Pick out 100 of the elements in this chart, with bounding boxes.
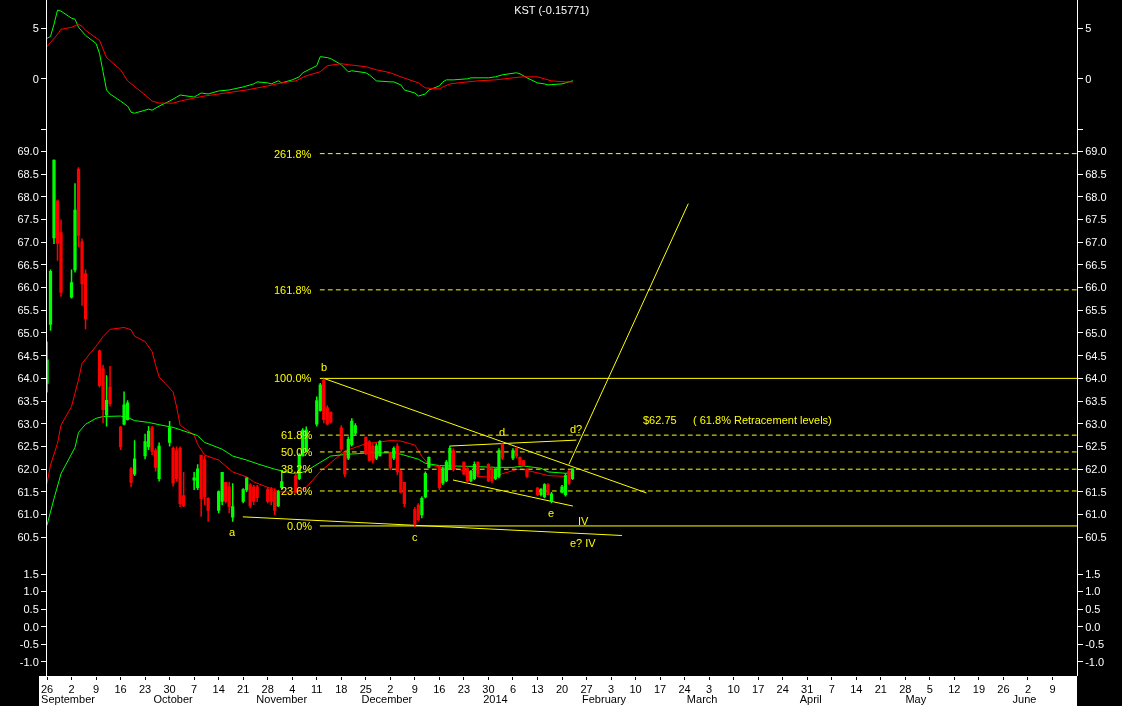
- y2-tick-label: 1.0: [1085, 585, 1101, 598]
- y2-tick-label: -1.0: [1085, 655, 1105, 668]
- x2-tick-label: March: [686, 693, 718, 705]
- y2-tick-label: 68.0: [1085, 190, 1107, 203]
- x-tick-label: 26: [997, 683, 1010, 696]
- y-tick-label: 63.0: [17, 417, 39, 430]
- y-tick-label: 0.0: [23, 620, 39, 633]
- y-tick-label: 63.5: [17, 394, 39, 407]
- y2-tick-label: 61.5: [1085, 485, 1107, 498]
- annotation: ( 61.8% Retracement levels): [693, 414, 832, 426]
- x-tick-label: 14: [212, 683, 225, 696]
- annotation: b: [321, 361, 328, 373]
- x-tick-label: 10: [629, 683, 642, 696]
- y2-tick-label: 68.5: [1085, 167, 1107, 180]
- x2-tick-label: September: [41, 693, 96, 705]
- series-label: 161.8%: [274, 284, 312, 296]
- annotation: $62.75: [643, 414, 677, 426]
- x-tick-label: 20: [555, 683, 569, 696]
- series-label: 100.0%: [274, 372, 312, 384]
- series-label: 0.0%: [287, 520, 313, 532]
- y2-tick-label: 64.0: [1085, 372, 1107, 385]
- x-tick-label: 16: [433, 683, 446, 696]
- chart-title: KST (-0.15771): [514, 3, 590, 16]
- x-tick-label: 9: [411, 683, 418, 696]
- x-tick-label: 25: [359, 683, 372, 696]
- y-tick-label: 68.5: [17, 167, 39, 180]
- y2-tick-label: 67.5: [1085, 213, 1107, 226]
- x-tick-label: 30: [163, 683, 176, 696]
- x-tick-label: 7: [828, 683, 835, 696]
- y-tick-label: 0: [32, 72, 39, 85]
- x2-tick-label: April: [799, 693, 822, 705]
- y2-tick-label: 0.5: [1085, 603, 1101, 616]
- y-tick-label: 61.0: [17, 508, 39, 521]
- x2-tick-label: June: [1012, 693, 1037, 705]
- y-tick-label: 0.5: [23, 603, 39, 616]
- y-tick-label: 65.5: [17, 304, 39, 317]
- y-tick-label: 60.5: [17, 531, 39, 544]
- x-tick-label: 2: [387, 683, 394, 696]
- x-tick-label: 11: [311, 683, 323, 696]
- y-tick-label: 67.5: [17, 213, 39, 226]
- x-tick-label: 26: [40, 683, 54, 696]
- x-tick-label: 17: [752, 683, 765, 696]
- x-tick-label: 28: [899, 683, 912, 696]
- x-tick-label: 13: [531, 683, 544, 696]
- x-tick-label: 23: [138, 683, 152, 696]
- y-tick-label: 61.5: [17, 485, 39, 498]
- annotation: d?: [570, 423, 583, 435]
- y-tick-label: 64.0: [17, 372, 39, 385]
- y-tick-label: 64.5: [17, 349, 39, 362]
- x-tick-label: 9: [92, 683, 100, 696]
- x-tick-label: 28: [261, 683, 274, 696]
- y2-tick-label: 66.0: [1085, 281, 1107, 294]
- x-tick-label: 5: [926, 683, 933, 696]
- annotation: d: [499, 426, 506, 438]
- y-tick-label: 66.0: [17, 281, 39, 294]
- x-tick-label: 16: [114, 683, 127, 696]
- x-tick-label: 21: [874, 683, 887, 696]
- y-tick-label: 5: [32, 22, 39, 35]
- y-tick-label: -0.5: [19, 638, 39, 651]
- x-tick-label: 10: [727, 683, 740, 696]
- y2-tick-label: 62.0: [1085, 463, 1107, 476]
- y-tick-label: 62.0: [17, 463, 39, 476]
- x-tick-label: 21: [237, 683, 250, 696]
- y2-tick-label: 60.5: [1085, 531, 1107, 544]
- y2-tick-label: 0: [1085, 72, 1092, 85]
- x-tick-label: 24: [776, 683, 789, 696]
- y-tick-label: 68.0: [17, 190, 39, 203]
- y-tick-label: 62.5: [17, 440, 39, 453]
- y2-tick-label: 64.5: [1085, 349, 1107, 362]
- x-tick-label: 3: [607, 683, 615, 696]
- y2-tick-label: 61.0: [1085, 508, 1107, 521]
- y2-tick-label: 63.5: [1085, 394, 1107, 407]
- x-tick-label: 31: [801, 683, 814, 696]
- x-tick-label: 4: [289, 683, 296, 696]
- annotation: e? IV: [570, 537, 597, 549]
- y2-tick-label: 65.5: [1085, 304, 1107, 317]
- x-tick-label: 3: [706, 683, 713, 696]
- y2-tick-label: 1.5: [1085, 567, 1101, 580]
- y2-tick-label: 62.5: [1085, 440, 1107, 453]
- series-label: 261.8%: [274, 148, 312, 160]
- x-tick-label: 7: [191, 683, 198, 696]
- annotation: IV: [578, 515, 590, 527]
- y2-tick-label: 69.0: [1085, 145, 1107, 158]
- y-tick-label: 69.0: [17, 145, 39, 158]
- x-tick-label: 24: [678, 683, 691, 696]
- x2-tick-label: February: [582, 693, 627, 705]
- x-tick-label: 12: [948, 683, 961, 696]
- y-tick-label: 66.5: [17, 258, 39, 271]
- annotation: c: [412, 531, 418, 543]
- y2-tick-label: 65.0: [1085, 326, 1107, 339]
- x-tick-label: 17: [653, 683, 667, 696]
- x-tick-label: 6: [509, 683, 517, 696]
- y2-tick-label: 0.0: [1085, 620, 1101, 633]
- x-tick-label: 23: [457, 683, 471, 696]
- y-tick-label: 67.0: [17, 236, 39, 249]
- x2-tick-label: December: [361, 693, 413, 705]
- y-tick-label: -1.0: [19, 655, 39, 668]
- y2-tick-label: 63.0: [1085, 417, 1107, 430]
- x-tick-label: 9: [1049, 683, 1056, 696]
- x-tick-label: 2: [68, 683, 75, 696]
